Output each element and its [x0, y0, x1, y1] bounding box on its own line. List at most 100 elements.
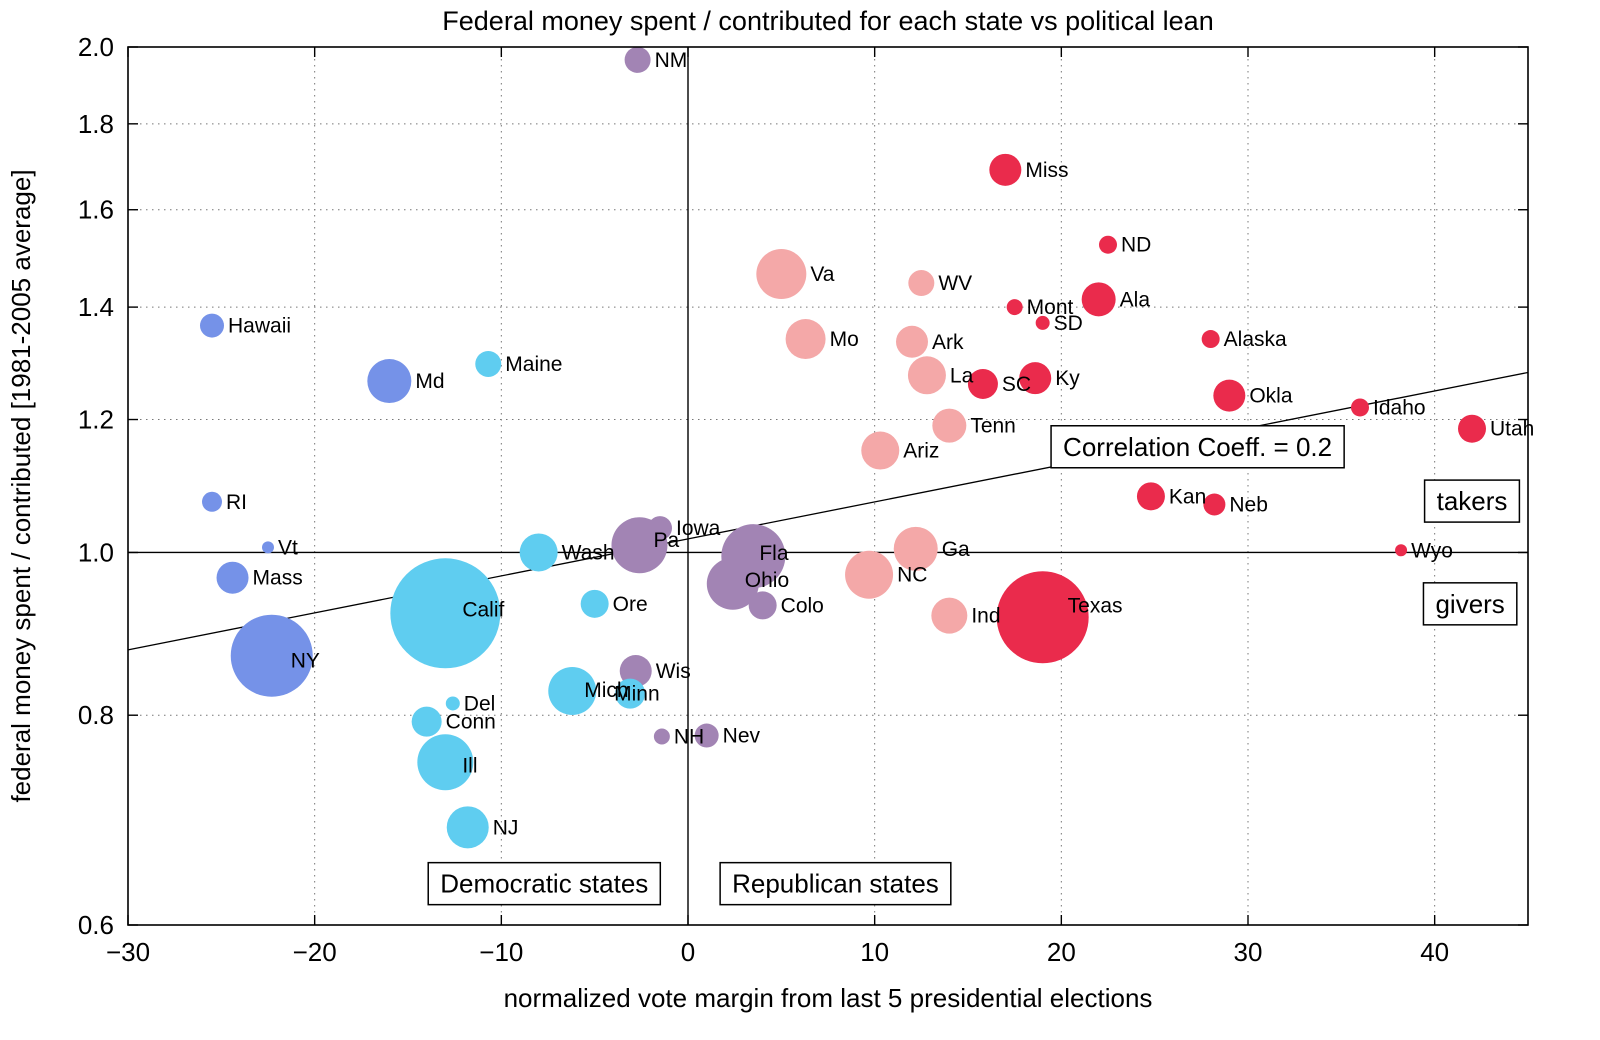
bubble-ind — [931, 597, 968, 634]
bubble-okla — [1213, 379, 1246, 412]
state-label-ny: NY — [291, 650, 320, 673]
state-label-va: Va — [810, 263, 834, 286]
plot-frame — [127, 46, 1529, 926]
bubble-ark — [896, 325, 928, 358]
x-tick-label: 30 — [1234, 937, 1263, 967]
state-label-md: Md — [415, 370, 444, 393]
state-label-ky: Ky — [1055, 367, 1080, 390]
bubble-iowa — [648, 516, 672, 541]
y-tick-label: 0.8 — [78, 700, 114, 730]
bubble-texas — [996, 571, 1089, 664]
bubble-nd — [1099, 235, 1117, 254]
x-tick-label: 10 — [860, 937, 889, 967]
state-label-texas: Texas — [1068, 594, 1123, 617]
x-tick-label: −30 — [106, 937, 150, 967]
bubble-idaho — [1351, 398, 1369, 417]
bubble-maine — [475, 350, 502, 377]
y-tick-label: 2.0 — [78, 32, 114, 62]
bubble-nj — [446, 806, 489, 849]
bubble-wyo — [1395, 544, 1408, 557]
y-tick-label: 0.6 — [78, 910, 114, 940]
state-label-sc: SC — [1002, 373, 1031, 396]
bubble-vt — [262, 541, 274, 554]
state-label-ark: Ark — [932, 331, 964, 354]
state-label-nc: NC — [897, 564, 927, 587]
bubble-mass — [216, 561, 249, 594]
state-label-iowa: Iowa — [676, 517, 721, 540]
bubble-calif — [390, 558, 501, 669]
state-label-nd: ND — [1121, 234, 1151, 257]
bubbles — [200, 46, 1486, 849]
bubble-ariz — [861, 431, 900, 470]
state-label-idaho: Idaho — [1373, 396, 1426, 419]
state-label-kan: Kan — [1169, 485, 1206, 508]
state-label-la: La — [950, 364, 974, 387]
annotation-box-givers — [1422, 582, 1518, 626]
state-label-wis: Wis — [656, 660, 691, 683]
bubble-va — [756, 249, 807, 300]
state-label-alaska: Alaska — [1224, 328, 1287, 351]
annotation-box-republican-states — [719, 861, 952, 906]
state-label-wv: WV — [938, 272, 972, 295]
bubble-md — [367, 359, 412, 404]
annotations: Correlation Coeff. = 0.2 takers givers Demo… — [427, 425, 1521, 906]
state-label-del: Del — [464, 692, 496, 715]
bubble-tenn — [932, 408, 967, 443]
state-label-mass: Mass — [253, 567, 303, 590]
bubble-ny — [230, 614, 313, 697]
titles: Federal money spent / contributed for ea… — [6, 6, 1214, 1013]
bubble-mont — [1006, 299, 1023, 316]
y-tick-label: 1.8 — [78, 109, 114, 139]
bubble-ohio — [706, 557, 759, 610]
bubble-sd — [1035, 315, 1050, 330]
bubble-sc — [967, 368, 998, 399]
bubble-ore — [580, 589, 609, 618]
state-label-hawaii: Hawaii — [228, 315, 291, 338]
bubble-nm — [624, 46, 651, 73]
state-label-colo: Colo — [781, 594, 824, 617]
state-label-fla: Fla — [759, 542, 788, 565]
state-label-sd: SD — [1054, 312, 1083, 335]
x-tick-label: −10 — [479, 937, 523, 967]
annotation-correlation: Correlation Coeff. = 0.2 — [1063, 432, 1332, 462]
annotation-democratic-states: Democratic states — [440, 869, 648, 899]
annotation-givers: givers — [1435, 589, 1504, 619]
state-label-ill: Ill — [462, 754, 477, 777]
bubble-minn — [615, 678, 646, 709]
annotation-box-takers — [1423, 479, 1521, 523]
state-label-nj: NJ — [493, 816, 519, 839]
state-label-ore: Ore — [613, 593, 648, 616]
state-label-mont: Mont — [1027, 296, 1074, 319]
trend-line — [127, 371, 1529, 651]
annotation-republican-states: Republican states — [732, 869, 939, 899]
bubble-mich — [548, 667, 597, 716]
state-label-wash: Wash — [562, 541, 615, 564]
state-label-ri: RI — [226, 491, 247, 514]
bubble-wv — [908, 270, 935, 297]
bubble-wash — [519, 533, 558, 572]
y-tick-label: 1.0 — [78, 537, 114, 567]
bubble-nev — [694, 723, 719, 748]
bubble-la — [907, 356, 946, 395]
bubble-conn — [411, 706, 442, 737]
bubble-mo — [785, 319, 826, 360]
state-label-ind: Ind — [971, 605, 1000, 628]
state-label-miss: Miss — [1025, 159, 1068, 182]
state-label-minn: Minn — [614, 683, 660, 706]
bubble-ky — [1019, 362, 1052, 395]
state-label-maine: Maine — [505, 353, 562, 376]
chart-title: Federal money spent / contributed for ea… — [442, 6, 1213, 36]
state-label-wyo: Wyo — [1411, 539, 1453, 562]
bubble-utah — [1458, 414, 1486, 443]
x-tick-label: 40 — [1420, 937, 1449, 967]
state-label-nm: NM — [655, 49, 688, 72]
bubble-alaska — [1201, 330, 1220, 349]
y-tick-label: 1.4 — [78, 292, 114, 322]
y-axis-label: federal money spent / contributed [1981-… — [6, 169, 36, 802]
tick-labels: −30 −20 −10 0 10 20 30 40 0.6 0.8 1.0 1.2 1.4 1.6 1.8 2… — [78, 32, 1449, 967]
bubble-colo — [748, 591, 777, 620]
state-label-nev: Nev — [723, 725, 761, 748]
bubble-ill — [417, 734, 474, 791]
